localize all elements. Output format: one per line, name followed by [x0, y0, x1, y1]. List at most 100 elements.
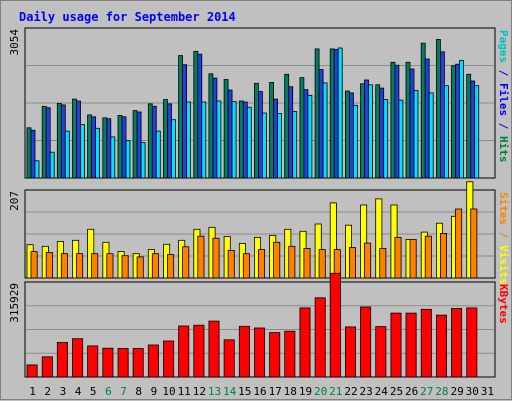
x-tick-day-9: 9 — [151, 385, 158, 398]
bar-kbytes-day-3 — [56, 341, 68, 378]
bar-kbytes-day-9 — [147, 344, 159, 378]
series-label-part: / — [497, 116, 510, 136]
bar-files-day-22 — [348, 92, 354, 179]
x-tick-day-25: 25 — [390, 385, 403, 398]
bar-pages-day-8 — [140, 142, 146, 179]
bar-kbytes-day-4 — [72, 338, 84, 378]
bar-pages-day-29 — [459, 60, 464, 179]
bar-hits-day-23 — [360, 83, 365, 179]
bar-hits-day-11 — [178, 55, 184, 179]
bar-files-day-25 — [394, 64, 400, 179]
bar-kbytes-day-18 — [284, 330, 296, 378]
bar-pages-day-27 — [428, 92, 434, 179]
bar-pages-day-3 — [64, 130, 70, 179]
x-tick-day-5: 5 — [90, 385, 97, 398]
bar-hits-day-12 — [193, 50, 199, 179]
bar-hits-day-25 — [390, 61, 396, 179]
bar-sites-day-16 — [257, 249, 265, 279]
bar-files-day-13 — [212, 77, 218, 179]
series-label-part: Sites — [497, 192, 510, 225]
bar-hits-day-18 — [284, 73, 290, 179]
bar-sites-day-30 — [470, 208, 478, 279]
bar-hits-day-17 — [269, 82, 275, 179]
bar-pages-day-9 — [155, 130, 161, 179]
bar-pages-day-10 — [171, 119, 176, 179]
bar-hits-day-9 — [147, 103, 153, 179]
bar-visits-day-24 — [375, 198, 383, 279]
bar-pages-day-26 — [413, 90, 419, 179]
bar-kbytes-day-6 — [102, 347, 114, 378]
bar-hits-day-16 — [253, 82, 259, 179]
bar-files-day-18 — [288, 86, 294, 179]
bar-kbytes-day-28 — [435, 314, 447, 378]
bar-hits-day-28 — [435, 39, 441, 179]
x-tick-day-17: 17 — [269, 385, 282, 398]
panel-sites-visits-series-label: Sites / Visits — [497, 192, 510, 285]
bar-sites-day-20 — [318, 249, 326, 279]
bar-files-day-28 — [439, 51, 445, 179]
x-tick-day-31: 31 — [481, 385, 494, 398]
bar-kbytes-day-21 — [329, 272, 341, 378]
bar-pages-day-5 — [95, 127, 100, 179]
bar-sites-day-25 — [394, 236, 402, 279]
bar-sites-day-1 — [30, 251, 38, 279]
series-label-part: / — [497, 63, 510, 83]
x-tick-day-23: 23 — [359, 385, 372, 398]
bar-sites-day-19 — [303, 247, 311, 279]
bar-kbytes-day-12 — [193, 324, 205, 378]
bar-files-day-6 — [106, 118, 112, 179]
bar-pages-day-7 — [125, 140, 131, 179]
bar-sites-day-10 — [167, 254, 175, 279]
bar-hits-day-29 — [451, 65, 456, 179]
bar-kbytes-day-10 — [163, 340, 175, 378]
bar-sites-day-14 — [227, 249, 235, 279]
bar-hits-day-14 — [223, 79, 229, 179]
bar-hits-day-8 — [132, 110, 138, 179]
series-label-part: KBytes — [497, 284, 510, 324]
bar-sites-day-5 — [91, 253, 99, 279]
bar-pages-day-30 — [474, 85, 480, 179]
x-tick-day-15: 15 — [238, 385, 251, 398]
bar-files-day-21 — [333, 49, 339, 179]
bar-files-day-7 — [121, 116, 127, 179]
bar-kbytes-day-14 — [223, 339, 235, 378]
x-tick-day-29: 29 — [450, 385, 463, 398]
bar-kbytes-day-11 — [178, 325, 190, 378]
bar-sites-day-27 — [424, 235, 432, 279]
bar-pages-day-2 — [49, 151, 55, 179]
bar-hits-day-21 — [329, 48, 335, 179]
bar-pages-day-11 — [186, 101, 192, 179]
series-label-part: Hits — [497, 136, 510, 163]
bar-hits-day-10 — [163, 99, 168, 179]
bar-sites-day-12 — [197, 235, 205, 279]
panel-pages-files-hits-ymax-label: 3054 — [8, 29, 21, 56]
x-tick-day-12: 12 — [193, 385, 206, 398]
bar-files-day-10 — [167, 103, 172, 179]
bar-pages-day-22 — [352, 104, 358, 179]
bar-sites-day-7 — [121, 255, 129, 279]
bar-sites-day-26 — [409, 238, 417, 279]
bar-files-day-17 — [273, 98, 279, 179]
x-tick-day-4: 4 — [75, 385, 82, 398]
bar-hits-day-15 — [238, 100, 244, 179]
bar-hits-day-2 — [41, 105, 47, 179]
bar-sites-day-17 — [273, 241, 281, 279]
bar-files-day-1 — [30, 129, 36, 179]
bar-pages-day-15 — [246, 106, 252, 179]
bar-files-day-24 — [379, 87, 385, 179]
bar-pages-day-19 — [307, 94, 313, 179]
x-tick-day-2: 2 — [44, 385, 51, 398]
panel-pages-files-hits-series-label: Pages / Files / Hits — [497, 30, 510, 163]
bar-files-day-16 — [257, 91, 263, 179]
bar-kbytes-day-15 — [238, 325, 250, 378]
bar-files-day-12 — [197, 53, 203, 179]
x-tick-day-11: 11 — [178, 385, 191, 398]
bar-kbytes-day-30 — [466, 307, 478, 378]
bar-hits-day-7 — [117, 115, 123, 179]
panel-sites-visits-ymax-label: 207 — [8, 191, 21, 211]
bar-sites-day-13 — [212, 237, 220, 279]
bar-kbytes-day-13 — [208, 320, 220, 378]
x-tick-day-8: 8 — [135, 385, 142, 398]
bar-files-day-19 — [303, 89, 309, 179]
x-tick-day-27: 27 — [420, 385, 433, 398]
